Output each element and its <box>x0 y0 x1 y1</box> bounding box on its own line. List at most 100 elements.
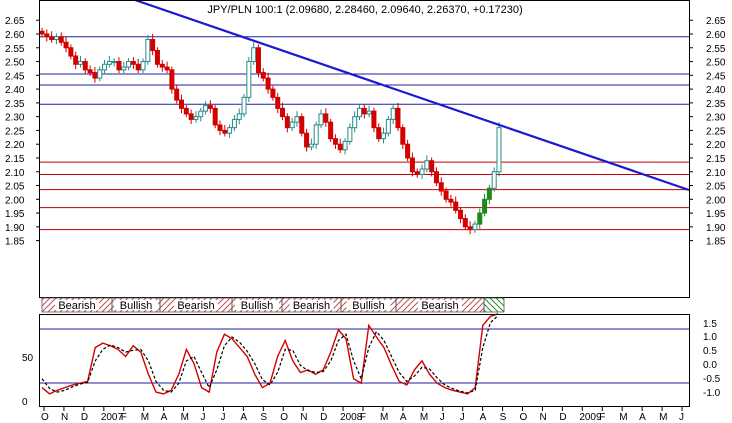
sentiment-band-label: Bullish <box>120 300 152 312</box>
x-tick-label: O <box>520 412 528 423</box>
candle-body <box>458 209 464 220</box>
y-tick-label-right: 2.45 <box>706 71 726 82</box>
sentiment-band-label-bg <box>55 300 99 310</box>
candle-body <box>126 61 132 68</box>
candle-body <box>53 36 59 41</box>
x-tick-label: N <box>300 412 307 423</box>
sentiment-band-label-bg <box>289 300 334 310</box>
y-tick-label-left: 2.40 <box>5 85 25 96</box>
candle-body <box>217 124 223 131</box>
candle-body <box>150 39 156 52</box>
trendline-layer <box>134 0 690 192</box>
candle-body <box>294 116 300 123</box>
x-tick-label: D <box>81 412 88 423</box>
x-tick-label: S <box>500 412 507 423</box>
stochastic-tick-label-right: 1.5 <box>703 319 717 330</box>
sentiment-band-label-bg <box>114 300 158 310</box>
candle-body <box>381 132 387 140</box>
candle-body <box>433 171 439 184</box>
y-tick-label-left: 2.10 <box>5 168 25 179</box>
x-tick-label: N <box>61 412 68 423</box>
x-tick-label: M <box>619 412 627 423</box>
y-tick-label-right: 1.95 <box>706 209 726 220</box>
candle-body <box>453 201 459 211</box>
candle-body <box>44 33 50 38</box>
y-tick-label-right: 2.40 <box>706 85 726 96</box>
sentiment-band-label: Bearish <box>293 300 330 312</box>
candle-body <box>491 171 497 189</box>
candle-body <box>231 118 237 129</box>
y-tick-label-left: 2.65 <box>5 16 25 27</box>
candle-body <box>482 198 488 214</box>
y-tick-label-left: 1.85 <box>5 237 25 248</box>
y-tick-label-left: 1.95 <box>5 209 25 220</box>
y-tick-label-right: 2.00 <box>706 195 726 206</box>
candle-body <box>318 113 324 126</box>
sentiment-band-label-bg <box>346 300 391 310</box>
y-tick-label-right: 1.85 <box>706 237 726 248</box>
candle-body <box>280 107 286 118</box>
y-tick-label-right: 2.20 <box>706 140 726 151</box>
y-tick-label-right: 2.55 <box>706 44 726 55</box>
y-tick-label-left: 2.25 <box>5 126 25 137</box>
candle-body <box>400 127 406 145</box>
x-tick-label: O <box>41 412 49 423</box>
sentiment-band-label-bg <box>418 300 462 310</box>
candle-body <box>496 127 502 173</box>
x-tick-label: A <box>161 412 168 423</box>
candle-body <box>188 113 194 120</box>
y-tick-label-right: 2.05 <box>706 182 726 193</box>
candle-body <box>414 171 420 176</box>
x-tick-label: D <box>559 412 566 423</box>
candle-body <box>284 116 290 129</box>
x-tick-label: M <box>420 412 428 423</box>
candle-body <box>419 168 425 176</box>
y-tick-label-left: 2.15 <box>5 154 25 165</box>
candle-body <box>366 110 372 115</box>
candle-body <box>342 140 348 151</box>
y-tick-label-left: 2.20 <box>5 140 25 151</box>
candle-body <box>347 127 353 142</box>
candle-body <box>73 55 79 65</box>
candle-body <box>448 198 454 203</box>
stochastic-tick-label-right: 1.0 <box>703 332 717 343</box>
candle-body <box>409 157 415 173</box>
price-y-axis: 2.65 2.65 2.60 2.60 2.55 2.55 2.50 2.50 2.45 2.45… <box>5 16 726 247</box>
candle-body <box>102 63 108 71</box>
y-tick-label-left: 2.30 <box>5 113 25 124</box>
y-tick-label-left: 2.05 <box>5 182 25 193</box>
y-tick-label-right: 2.25 <box>706 126 726 137</box>
stochastic-panel-frame <box>39 314 690 407</box>
candle-body <box>260 72 266 79</box>
x-tick-label: F <box>599 412 605 423</box>
candle-body <box>395 107 401 129</box>
y-tick-label-right: 2.60 <box>706 30 726 41</box>
candle-body <box>385 118 391 134</box>
candle-body <box>265 77 271 90</box>
candle-body <box>477 212 483 225</box>
sentiment-band <box>483 297 505 313</box>
candle-body <box>246 61 252 98</box>
y-tick-label-left: 1.90 <box>5 223 25 234</box>
stochastic-tick-label-left: 0 <box>22 397 28 408</box>
stochastic-tick-label-left: 50 <box>22 353 34 364</box>
stochastic-tick-label-right: 0.0 <box>703 360 717 371</box>
candle-body <box>352 116 358 129</box>
y-tick-label-right: 2.30 <box>706 113 726 124</box>
sentiment-band-label: Bullish <box>241 300 273 312</box>
y-tick-label-right: 2.10 <box>706 168 726 179</box>
candle-body <box>82 61 88 71</box>
candle-body <box>390 107 396 120</box>
x-tick-label: J <box>440 412 445 423</box>
candle-body <box>39 30 45 35</box>
sentiment-band-label-bg <box>235 300 279 310</box>
sentiment-band-label: Bearish <box>58 300 95 312</box>
candle-body <box>92 72 98 79</box>
candle-body <box>376 127 382 140</box>
candle-body <box>429 160 435 173</box>
candle-body <box>486 187 492 200</box>
candle-body <box>63 41 69 49</box>
candle-body <box>97 69 103 79</box>
